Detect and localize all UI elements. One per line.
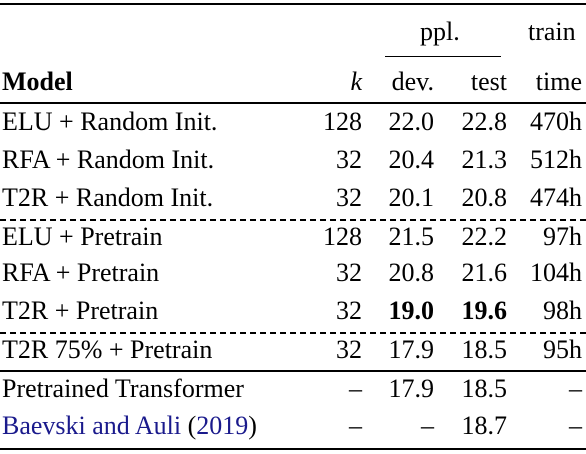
row-model-citation: Baevski and Auli (2019) (2, 411, 257, 440)
row-test: 21.3 (461, 145, 508, 174)
header-rule (0, 102, 586, 104)
header-model: Model (2, 67, 73, 96)
row-model: RFA + Random Init. (2, 145, 215, 174)
citation-year[interactable]: 2019 (196, 411, 249, 440)
row-dev: 17.9 (388, 374, 435, 403)
row-k: 32 (336, 296, 362, 325)
row-test: 18.5 (461, 335, 508, 364)
row-dev: – (421, 411, 434, 440)
row-test: 18.5 (461, 374, 508, 403)
header-test: test (470, 67, 507, 96)
row-model: RFA + Pretrain (2, 258, 160, 287)
row-model: T2R 75% + Pretrain (2, 335, 213, 364)
header-time: time (535, 67, 582, 96)
row-model: ELU + Pretrain (2, 222, 163, 251)
header-train: train (528, 17, 576, 46)
top-rule (0, 3, 586, 5)
header-ppl: ppl. (420, 17, 460, 46)
header-k: k (350, 67, 362, 96)
row-dev: 17.9 (388, 335, 435, 364)
row-dev: 21.5 (388, 222, 435, 251)
header-dev: dev. (391, 67, 434, 96)
ppl-rule (385, 56, 501, 57)
row-model: T2R + Random Init. (2, 183, 214, 212)
row-time: – (569, 374, 582, 403)
row-test: 22.8 (461, 107, 508, 136)
row-dev: 20.4 (388, 145, 435, 174)
row-dev: 20.1 (388, 183, 435, 212)
citation-authors[interactable]: Baevski and Auli (2, 411, 182, 440)
row-dev: 22.0 (388, 107, 435, 136)
mid-rule (0, 370, 586, 372)
row-time: 95h (543, 335, 582, 364)
bottom-rule (0, 448, 586, 450)
row-k: 32 (336, 145, 362, 174)
row-k: – (349, 411, 362, 440)
row-time: 98h (543, 296, 582, 325)
row-model: ELU + Random Init. (2, 107, 218, 136)
row-test: 21.6 (461, 258, 508, 287)
row-dev-best: 19.0 (388, 296, 435, 325)
row-k: – (349, 374, 362, 403)
row-time: 512h (530, 145, 582, 174)
row-test-best: 19.6 (461, 296, 508, 325)
row-test: 18.7 (461, 411, 508, 440)
row-k: 32 (336, 258, 362, 287)
dashed-rule (0, 219, 586, 221)
row-time: 474h (530, 183, 582, 212)
row-test: 22.2 (461, 222, 508, 251)
row-time: 470h (530, 107, 582, 136)
row-k: 128 (323, 107, 362, 136)
row-k: 128 (323, 222, 362, 251)
row-time: 97h (543, 222, 582, 251)
row-k: 32 (336, 335, 362, 364)
row-dev: 20.8 (388, 258, 435, 287)
row-time: – (569, 411, 582, 440)
row-time: 104h (530, 258, 582, 287)
row-model: T2R + Pretrain (2, 296, 159, 325)
row-model: Pretrained Transformer (2, 374, 244, 403)
row-k: 32 (336, 183, 362, 212)
dashed-rule (0, 332, 586, 334)
row-test: 20.8 (461, 183, 508, 212)
